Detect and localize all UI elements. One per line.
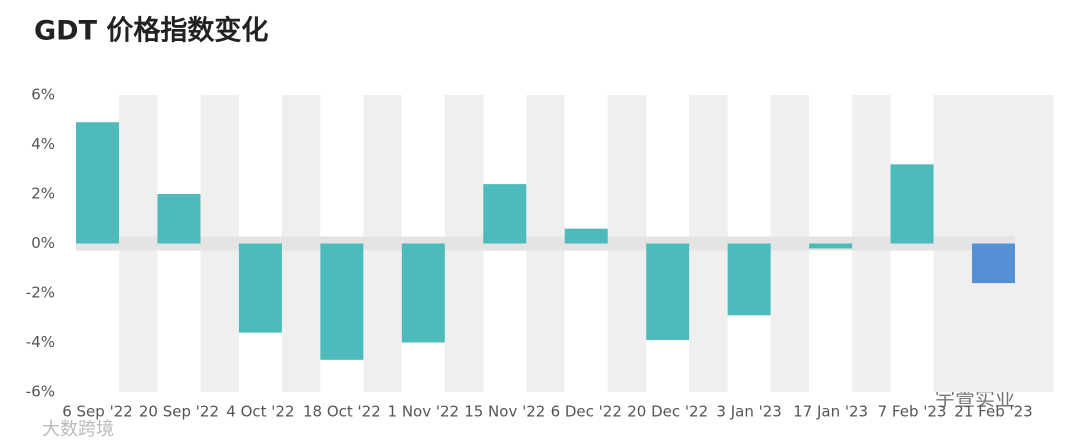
bar <box>76 122 119 244</box>
x-tick-label: 6 Sep '22 <box>62 403 133 421</box>
bar <box>320 243 364 360</box>
x-tick-label: 17 Jan '23 <box>793 403 868 421</box>
x-tick-label: 6 Dec '22 <box>551 403 622 421</box>
x-tick-label: 21 Feb '23 <box>954 403 1032 421</box>
y-tick-label: -2% <box>26 284 55 302</box>
y-tick-label: 0% <box>31 234 55 252</box>
y-tick-label: 4% <box>31 135 55 153</box>
x-tick-label: 7 Feb '23 <box>878 403 947 421</box>
chart-title: GDT 价格指数变化 <box>34 15 268 47</box>
bar <box>238 243 282 333</box>
bar <box>972 243 1015 284</box>
bar <box>157 194 201 244</box>
bar <box>809 243 853 249</box>
bar <box>890 164 934 244</box>
watermark: 大数跨境 <box>42 419 114 440</box>
bar <box>401 243 445 343</box>
x-tick-label: 18 Oct '22 <box>303 403 381 421</box>
y-tick-label: 6% <box>31 86 55 104</box>
bar <box>564 228 608 244</box>
zero-band <box>76 236 1015 251</box>
x-tick-label: 15 Nov '22 <box>464 403 545 421</box>
bar <box>483 184 527 244</box>
x-tick-label: 20 Sep '22 <box>139 403 219 421</box>
bar <box>646 243 690 341</box>
y-tick-label: -4% <box>26 333 55 351</box>
y-tick-label: -6% <box>26 383 55 401</box>
background-stripe <box>1015 95 1054 392</box>
x-tick-label: 1 Nov '22 <box>388 403 460 421</box>
y-tick-label: 2% <box>31 185 55 203</box>
x-tick-label: 20 Dec '22 <box>627 403 708 421</box>
x-tick-label: 3 Jan '23 <box>716 403 781 421</box>
x-tick-label: 4 Oct '22 <box>226 403 294 421</box>
bar <box>727 243 771 316</box>
